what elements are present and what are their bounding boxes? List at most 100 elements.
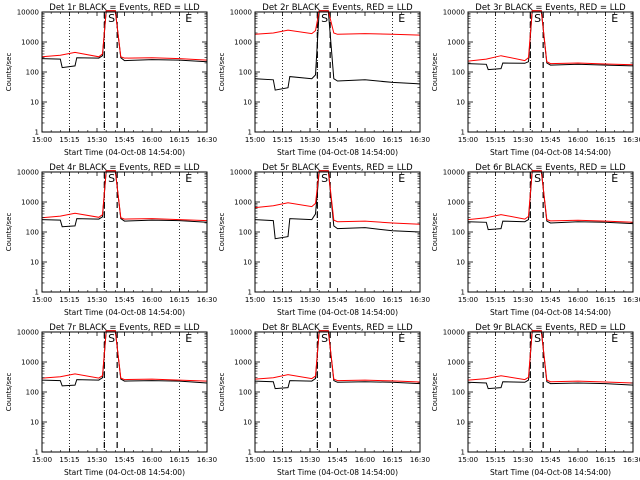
x-tick-label: 16:15 (169, 136, 189, 144)
x-tick-label: 16:15 (169, 456, 189, 464)
chart-title: Det 6r BLACK = Events, RED = LLD (475, 163, 626, 173)
chart-title: Det 2r BLACK = Events, RED = LLD (262, 3, 413, 13)
y-tick-label: 100 (239, 69, 252, 77)
x-tick-label: 15:30 (300, 136, 320, 144)
marker-e: E (185, 172, 192, 185)
y-tick-label: 10000 (230, 9, 252, 17)
x-tick-label: 15:45 (540, 136, 560, 144)
series-line-lld (468, 10, 633, 66)
y-tick-label: 10 (456, 259, 465, 267)
x-tick-label: 16:30 (623, 296, 640, 304)
series-line-events (42, 170, 207, 228)
y-tick-label: 1000 (21, 39, 39, 47)
y-axis-label: Counts/sec (5, 53, 13, 92)
x-tick-label: 15:15 (59, 296, 79, 304)
series-line-lld (255, 170, 420, 225)
x-tick-label: 15:45 (540, 296, 560, 304)
chart-panel-9: Det 9r BLACK = Events, RED = LLD Counts/s… (431, 323, 640, 477)
x-tick-label: 15:45 (114, 136, 134, 144)
series-line-lld (255, 10, 420, 36)
y-tick-label: 1000 (447, 39, 465, 47)
y-tick-label: 1 (248, 449, 252, 457)
x-tick-label: 15:45 (327, 456, 347, 464)
chart-panel-6: Det 6r BLACK = Events, RED = LLD Counts/s… (431, 163, 640, 317)
x-tick-label: 16:30 (197, 296, 217, 304)
x-tick-label: 16:00 (568, 456, 588, 464)
y-tick-label: 100 (452, 69, 465, 77)
marker-s: S (321, 12, 328, 25)
x-tick-label: 16:30 (623, 456, 640, 464)
x-tick-label: 16:30 (410, 456, 430, 464)
x-tick-label: 16:00 (355, 296, 375, 304)
x-tick-label: 16:15 (595, 136, 615, 144)
series-line-lld (255, 330, 420, 383)
marker-e: E (611, 12, 618, 25)
y-tick-label: 1000 (21, 359, 39, 367)
marker-s: S (534, 332, 541, 345)
x-tick-label: 15:30 (513, 456, 533, 464)
x-tick-label: 16:00 (568, 296, 588, 304)
y-tick-label: 10 (30, 419, 39, 427)
y-tick-label: 100 (452, 229, 465, 237)
x-tick-label: 16:00 (142, 296, 162, 304)
x-tick-label: 16:00 (355, 456, 375, 464)
x-axis-label: Start Time (04-Oct-08 14:54:00) (277, 308, 398, 317)
series-line-lld (42, 170, 207, 222)
x-tick-label: 15:15 (485, 136, 505, 144)
x-tick-label: 16:15 (595, 296, 615, 304)
x-tick-label: 15:30 (87, 456, 107, 464)
marker-s: S (108, 172, 115, 185)
y-axis-label: Counts/sec (431, 373, 439, 412)
chart-title: Det 8r BLACK = Events, RED = LLD (262, 323, 413, 333)
marker-e: E (398, 332, 405, 345)
y-tick-label: 1000 (234, 199, 252, 207)
x-tick-label: 16:15 (382, 136, 402, 144)
marker-e: E (185, 12, 192, 25)
series-line-events (468, 10, 633, 71)
y-tick-label: 10 (243, 419, 252, 427)
x-tick-label: 15:45 (540, 456, 560, 464)
x-tick-label: 16:30 (197, 136, 217, 144)
x-tick-label: 15:30 (513, 136, 533, 144)
x-axis-label: Start Time (04-Oct-08 14:54:00) (64, 468, 185, 477)
x-tick-label: 16:15 (595, 456, 615, 464)
chart-panel-1: Det 1r BLACK = Events, RED = LLD Counts/s… (5, 3, 217, 157)
series-line-lld (42, 330, 207, 382)
marker-e: E (611, 332, 618, 345)
y-tick-label: 1000 (234, 359, 252, 367)
y-axis-label: Counts/sec (5, 373, 13, 412)
x-axis-label: Start Time (04-Oct-08 14:54:00) (64, 148, 185, 157)
plot-frame (254, 331, 421, 453)
marker-e: E (185, 332, 192, 345)
plot-frame (467, 11, 634, 133)
marker-s: S (321, 172, 328, 185)
y-tick-label: 10000 (230, 329, 252, 337)
x-axis-label: Start Time (04-Oct-08 14:54:00) (64, 308, 185, 317)
x-tick-label: 15:45 (114, 296, 134, 304)
x-tick-label: 16:15 (169, 296, 189, 304)
series-line-events (255, 10, 420, 91)
series-line-events (255, 330, 420, 390)
x-tick-label: 15:00 (245, 456, 265, 464)
marker-s: S (108, 332, 115, 345)
y-tick-label: 10000 (443, 9, 465, 17)
series-line-events (42, 330, 207, 387)
y-tick-label: 1 (35, 289, 39, 297)
marker-e: E (398, 12, 405, 25)
y-tick-label: 10 (30, 99, 39, 107)
x-axis-label: Start Time (04-Oct-08 14:54:00) (277, 468, 398, 477)
x-tick-label: 15:15 (59, 136, 79, 144)
y-axis-label: Counts/sec (218, 213, 226, 252)
y-tick-label: 1000 (447, 359, 465, 367)
y-tick-label: 10 (456, 419, 465, 427)
x-tick-label: 15:15 (59, 456, 79, 464)
x-axis-label: Start Time (04-Oct-08 14:54:00) (277, 148, 398, 157)
y-tick-label: 10 (243, 99, 252, 107)
chart-panel-7: Det 7r BLACK = Events, RED = LLD Counts/s… (5, 323, 217, 477)
plot-frame (467, 331, 634, 453)
y-tick-label: 1000 (21, 199, 39, 207)
y-tick-label: 10000 (443, 329, 465, 337)
chart-title: Det 1r BLACK = Events, RED = LLD (49, 3, 200, 13)
y-tick-label: 1 (461, 129, 465, 137)
